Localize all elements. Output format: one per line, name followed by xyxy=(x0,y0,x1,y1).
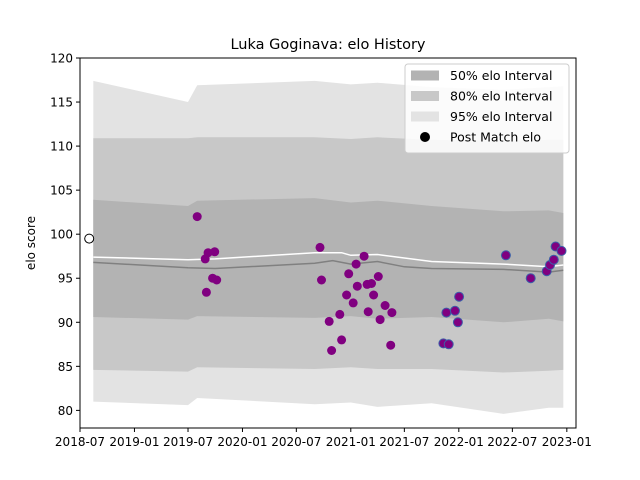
data-points xyxy=(84,212,567,355)
match-point xyxy=(201,287,211,297)
y-tick-label: 95 xyxy=(58,272,73,286)
x-tick-label: 2022-01 xyxy=(434,435,484,449)
x-tick-label: 2019-01 xyxy=(109,435,159,449)
match-point xyxy=(443,339,454,350)
median-line xyxy=(93,259,564,273)
x-tick-label: 2021-07 xyxy=(379,435,429,449)
match-point xyxy=(203,248,213,258)
legend-label: Post Match elo xyxy=(450,130,541,145)
legend-label: 50% elo Interval xyxy=(450,68,552,83)
match-point xyxy=(375,315,385,325)
match-point xyxy=(342,290,352,300)
legend-marker xyxy=(420,132,430,142)
match-point xyxy=(500,250,511,261)
y-tick-label: 100 xyxy=(50,228,73,242)
y-tick-label: 85 xyxy=(58,360,73,374)
x-tick-label: 2023-01 xyxy=(542,435,592,449)
match-point xyxy=(344,269,354,279)
match-point xyxy=(380,301,390,310)
match-point xyxy=(373,272,383,281)
match-point xyxy=(352,281,362,291)
legend: 50% elo Interval 80% elo Interval 95% elo … xyxy=(404,63,570,154)
match-point xyxy=(454,291,465,302)
match-point xyxy=(363,307,373,317)
axes: 80 85 90 95 100 105 110 115 120 2018-07 2019-01 201… xyxy=(50,52,592,450)
match-point xyxy=(210,247,220,257)
chart-title: Luka Goginava: elo History xyxy=(230,37,425,53)
x-tick-label: 2019-07 xyxy=(163,435,213,449)
match-point xyxy=(452,317,463,328)
match-point xyxy=(450,305,460,316)
match-point xyxy=(317,275,326,285)
y-tick-label: 90 xyxy=(58,316,73,330)
x-tick-label: 2018-07 xyxy=(55,435,105,449)
match-point xyxy=(369,290,379,300)
match-point xyxy=(387,308,397,318)
y-tick-label: 105 xyxy=(50,184,73,198)
x-tick-label: 2022-07 xyxy=(487,435,537,449)
legend-swatch xyxy=(411,91,439,101)
initial-elo-point xyxy=(84,233,95,244)
legend-label: 80% elo Interval xyxy=(450,89,552,104)
match-point xyxy=(192,212,202,222)
match-point xyxy=(556,245,567,256)
match-point xyxy=(525,273,536,284)
match-point xyxy=(386,340,396,350)
x-tick-label: 2021-01 xyxy=(326,435,376,449)
match-point xyxy=(337,335,347,345)
match-point xyxy=(441,307,452,318)
y-tick-label: 115 xyxy=(50,96,73,110)
match-point xyxy=(335,309,345,319)
match-point xyxy=(327,346,337,355)
y-tick-label: 80 xyxy=(58,404,73,418)
legend-box xyxy=(404,63,570,154)
legend-swatch xyxy=(411,111,439,122)
band-3 xyxy=(93,198,564,323)
y-tick-label: 120 xyxy=(50,52,73,66)
match-point xyxy=(315,242,325,252)
match-point xyxy=(212,275,222,285)
y-tick-label: 110 xyxy=(50,140,73,154)
x-tick-label: 2020-07 xyxy=(271,435,321,449)
match-point xyxy=(367,279,376,288)
match-point xyxy=(359,251,369,261)
y-axis-label: elo score xyxy=(24,216,38,270)
match-point xyxy=(548,254,559,265)
match-point xyxy=(348,298,358,308)
match-point xyxy=(324,316,334,326)
plot-frame xyxy=(79,57,577,429)
match-point xyxy=(351,259,361,269)
legend-swatch xyxy=(411,70,439,81)
legend-label: 95% elo Interval xyxy=(450,109,552,124)
x-tick-label: 2020-01 xyxy=(217,435,267,449)
